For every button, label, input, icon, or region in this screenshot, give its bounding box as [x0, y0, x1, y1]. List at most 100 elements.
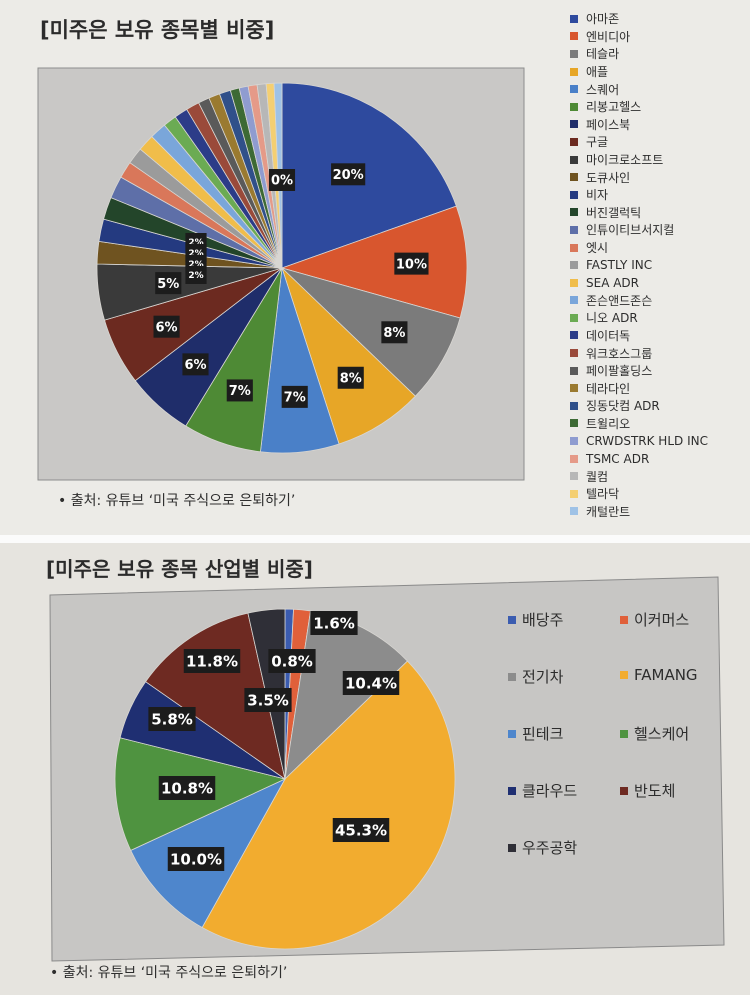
chart1-legend-label: CRWDSTRK HLD INC — [586, 434, 708, 449]
chart2-legend-label: 클라우드 — [522, 782, 578, 800]
chart1-legend-label: 테슬라 — [586, 47, 620, 62]
chart1-legend-swatch — [570, 349, 578, 358]
chart1-legend-item: 워크호스그룹 — [570, 344, 745, 362]
chart2-legend-swatch — [620, 671, 628, 679]
chart1-legend-label: 워크호스그룹 — [586, 346, 653, 361]
chart1-legend-item: 아마존 — [570, 10, 745, 28]
chart1-slice-1 — [280, 205, 468, 319]
chart1-legend-label: 페이팔홀딩스 — [586, 364, 653, 379]
chart1-legend-item: 존슨앤드존슨 — [570, 292, 745, 310]
chart1-data-label-3-text: 8% — [340, 371, 362, 386]
chart2-data-label-8-text: 3.5% — [247, 691, 289, 709]
chart1-legend-swatch — [570, 120, 578, 129]
chart1-legend-item: 징동닷컴 ADR — [570, 397, 745, 415]
chart2-title: [미주은 보유 종목 산업별 비중] — [46, 557, 313, 581]
chart2-data-label-2: 10.4% — [342, 671, 400, 695]
chart1-source: • 출처: 유튜브 ‘미국 주식으로 은퇴하기’ — [58, 493, 296, 509]
chart1-overlay-label-4: 2% — [185, 266, 207, 284]
chart1-legend-swatch — [570, 173, 578, 182]
chart1-legend-swatch — [570, 261, 578, 270]
chart2-data-label-7-text: 11.8% — [186, 652, 238, 670]
chart1-pie-svg: 20%10%8%8%7%7%6%6%5%0%2%2%2%2% — [37, 67, 525, 481]
chart2-data-label-6: 5.8% — [148, 707, 196, 731]
chart1-legend-item: 비자 — [570, 186, 745, 204]
chart2-data-label-1: 1.6% — [310, 611, 358, 635]
chart2-legend-swatch — [508, 672, 516, 681]
chart1-legend-item: 인튜이티브서지컬 — [570, 221, 745, 239]
chart1-overlay-label-0: 0% — [268, 169, 296, 191]
chart1-data-label-6: 6% — [182, 353, 209, 376]
chart1-legend-swatch — [570, 85, 578, 94]
chart2-data-label-8: 3.5% — [244, 688, 292, 712]
chart1-data-label-3: 8% — [337, 366, 364, 389]
chart1-legend-item: 스퀘어 — [570, 80, 745, 98]
chart2-legend-item: 핀테크 — [508, 723, 563, 744]
chart1-legend-label: 테라다인 — [586, 381, 631, 396]
chart1-legend-swatch — [570, 14, 578, 23]
chart1-legend-swatch — [570, 243, 578, 252]
chart1-legend-item: 마이크로소프트 — [570, 151, 745, 169]
chart1-data-label-0: 20% — [331, 163, 366, 186]
chart1-legend-swatch — [570, 278, 578, 287]
chart2-legend-label: 헬스케어 — [634, 725, 690, 743]
chart1-legend-item: 구글 — [570, 133, 745, 151]
chart2-legend-label: 반도체 — [634, 782, 676, 800]
chart1-overlay-label-4-text: 2% — [188, 271, 203, 281]
chart1-overlay-label-2-text: 2% — [188, 249, 203, 259]
chart1-legend-label: SEA ADR — [586, 275, 640, 290]
chart2-data-label-5-text: 10.8% — [161, 779, 213, 797]
chart2-legend-item: 전기차 — [508, 666, 563, 687]
chart1-legend-label: 존슨앤드존슨 — [586, 293, 653, 308]
chart2-data-label-4: 10.0% — [167, 847, 225, 871]
chart1-legend-swatch — [570, 507, 578, 516]
chart1-legend-label: 니오 ADR — [586, 311, 638, 326]
chart2-data-label-0: 0.8% — [268, 649, 316, 673]
chart2-legend-swatch — [620, 729, 628, 738]
chart1-data-label-1: 10% — [394, 252, 429, 275]
chart1-overlay-label-3-text: 2% — [188, 260, 203, 270]
chart2-legend-label: FAMANG — [634, 666, 698, 684]
chart1-page: [미주은 보유 종목별 비중] 20% 10% 8% 8% 7% 7% 6% 6% 5% 0% 2%… — [37, 10, 745, 520]
chart1-legend-swatch — [570, 32, 578, 41]
chart1-legend-item: 엣시 — [570, 239, 745, 257]
chart1-legend-item: 버진갤럭틱 — [570, 204, 745, 222]
chart2-legend-swatch — [508, 615, 516, 624]
chart2-legend-label: 전기차 — [522, 668, 564, 686]
chart2-data-label-0-text: 0.8% — [271, 652, 313, 670]
chart1-legend-item: 도큐사인 — [570, 168, 745, 186]
chart1-legend-swatch — [570, 331, 578, 340]
chart1-legend-label: 애플 — [586, 65, 609, 80]
chart2-legend-swatch — [508, 786, 516, 795]
chart1-legend-item: 엔비디아 — [570, 28, 745, 46]
chart1-legend-swatch — [570, 419, 578, 428]
chart1-legend-item: 페이스북 — [570, 116, 745, 134]
chart1-legend-label: TSMC ADR — [586, 451, 650, 466]
chart1-legend-item: 테슬라 — [570, 45, 745, 63]
chart2-legend-swatch — [508, 843, 516, 852]
chart2-legend-item: 헬스케어 — [620, 723, 689, 744]
chart1-legend-label: FASTLY INC — [586, 258, 653, 273]
chart1-legend-item: 니오 ADR — [570, 309, 745, 327]
chart2-legend-item: FAMANG — [620, 666, 698, 684]
chart1-legend-swatch — [570, 155, 578, 164]
chart1-legend-label: 캐털란트 — [586, 504, 631, 519]
chart1-data-label-7-text: 6% — [156, 320, 178, 335]
chart1-legend-item: 리봉고헬스 — [570, 98, 745, 116]
chart1-legend-swatch — [570, 454, 578, 463]
chart2-legend-swatch — [620, 615, 628, 624]
chart2-source: • 출처: 유튜브 ‘미국 주식으로 은퇴하기’ — [50, 965, 288, 981]
chart2-legend-item: 클라우드 — [508, 780, 577, 801]
chart2-data-label-3: 45.3% — [332, 818, 390, 842]
chart1-legend-swatch — [570, 384, 578, 393]
chart1-slice-2 — [281, 267, 461, 397]
chart2-page: [미주은 보유 종목 산업별 비중] 0.8% 1.6% 10.4% 45.3% 10.… — [0, 543, 750, 995]
chart2-legend-item: 이커머스 — [620, 609, 689, 630]
chart2-data-label-2-text: 10.4% — [345, 674, 397, 692]
chart1-legend-item: 텔라닥 — [570, 485, 745, 503]
chart2-pie-svg: 0.8% 1.6% 10.4% 45.3% 10.0% 10.8% 5.8% 11.8% 3.5… — [49, 576, 725, 962]
chart1-legend-swatch — [570, 489, 578, 498]
chart2-data-label-4-text: 10.0% — [170, 850, 222, 868]
chart1-data-label-6-text: 6% — [184, 358, 206, 373]
chart2-legend-label: 배당주 — [522, 611, 564, 629]
